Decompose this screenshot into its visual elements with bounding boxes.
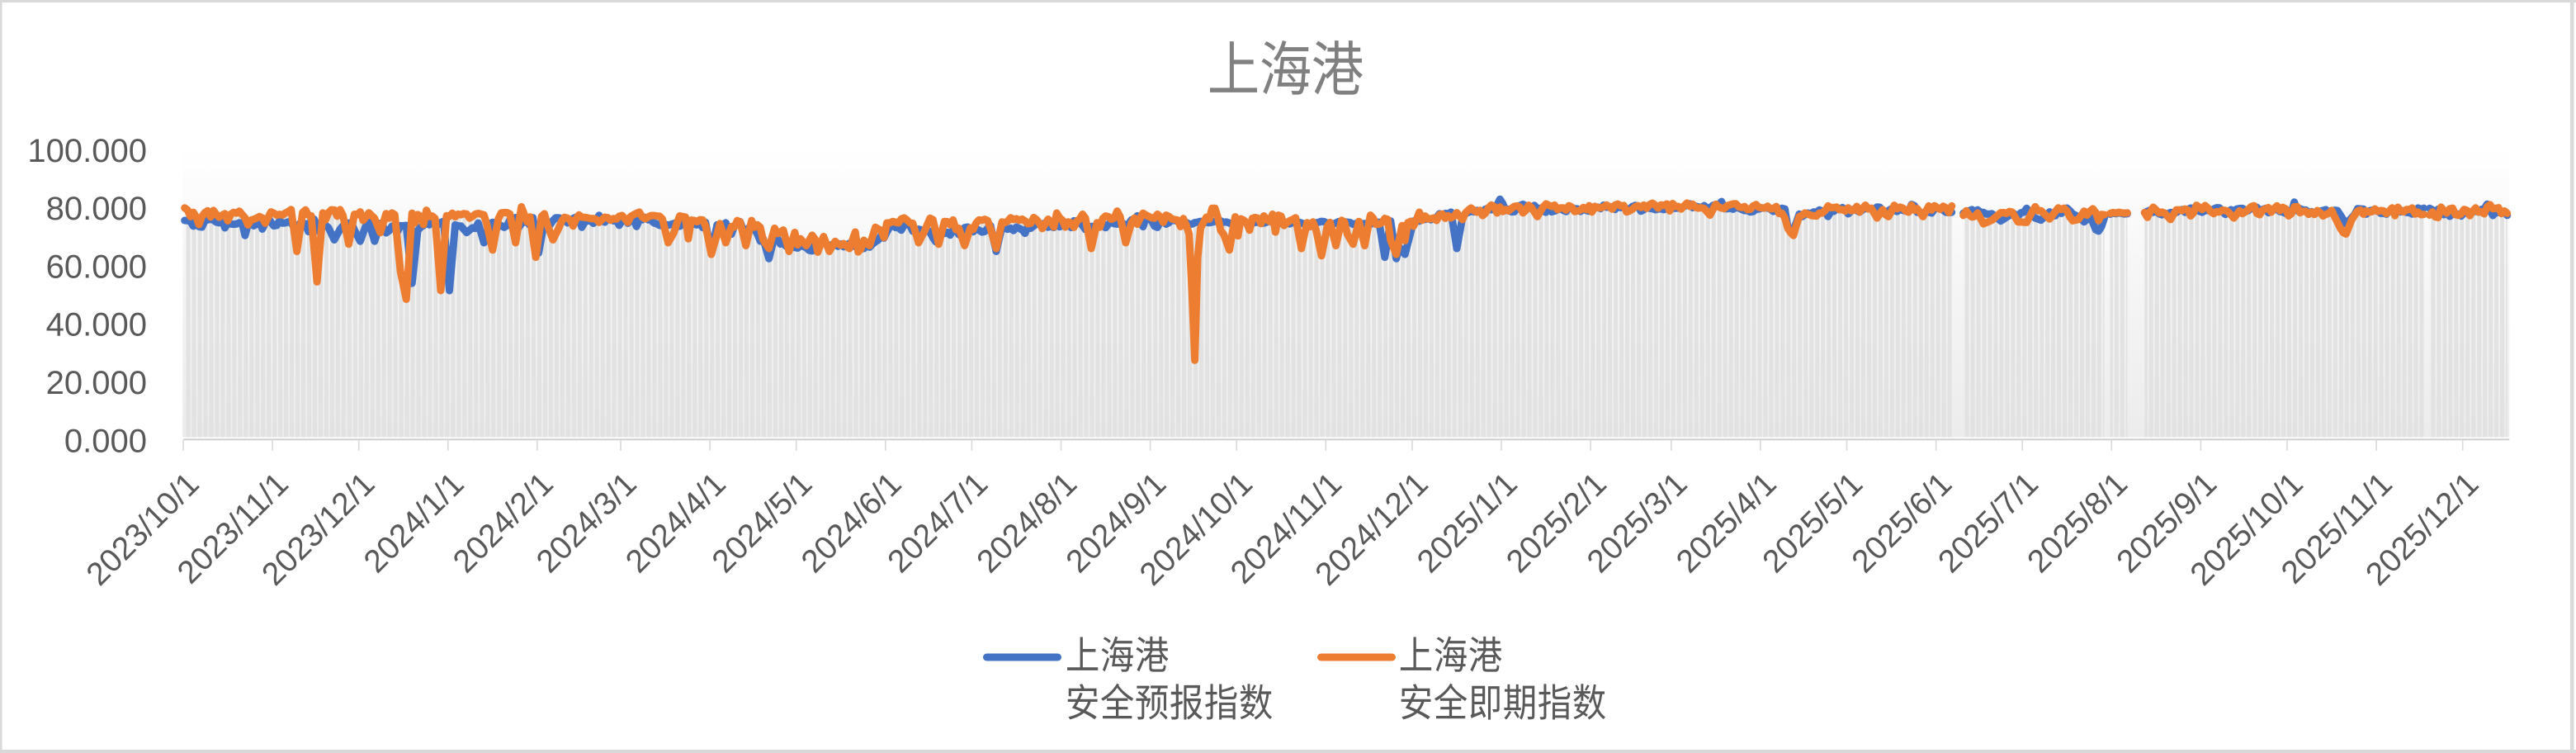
svg-text:100.000: 100.000 bbox=[27, 133, 147, 169]
svg-text:40.000: 40.000 bbox=[46, 307, 147, 343]
svg-text:60.000: 60.000 bbox=[46, 249, 147, 285]
svg-text:0.000: 0.000 bbox=[64, 423, 147, 459]
svg-text:80.000: 80.000 bbox=[46, 191, 147, 227]
svg-text:20.000: 20.000 bbox=[46, 365, 147, 401]
